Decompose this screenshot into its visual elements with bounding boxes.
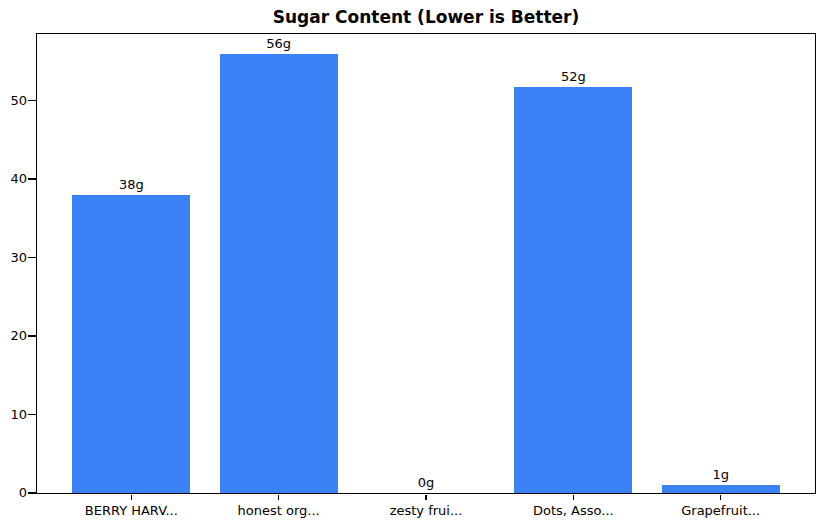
plot-area: 0102030405038gBERRY HARV...56ghonest org…: [36, 33, 816, 494]
y-tick-mark: [28, 335, 36, 337]
x-category-label: zesty frui...: [351, 503, 501, 518]
bar-value-label: 56g: [219, 36, 339, 51]
bar-value-label: 1g: [661, 467, 781, 482]
x-category-label: Grapefruit...: [646, 503, 796, 518]
y-tick-mark: [28, 178, 36, 180]
y-tick-mark: [28, 257, 36, 259]
x-category-label: BERRY HARV...: [56, 503, 206, 518]
y-tick-mark: [28, 100, 36, 102]
y-tick-mark: [28, 414, 36, 416]
bar-value-label: 38g: [71, 177, 191, 192]
bar-value-label: 0g: [366, 475, 486, 490]
bar: [514, 87, 632, 493]
bar: [662, 485, 780, 493]
y-tick-label: 0: [0, 485, 27, 501]
y-tick-label: 20: [0, 328, 27, 344]
y-tick-label: 50: [0, 93, 27, 109]
bar-chart-figure: Sugar Content (Lower is Better) 01020304…: [0, 0, 822, 528]
y-tick-label: 40: [0, 171, 27, 187]
x-tick-mark: [131, 495, 133, 501]
y-tick-label: 30: [0, 250, 27, 266]
x-category-label: Dots, Asso...: [498, 503, 648, 518]
chart-title: Sugar Content (Lower is Better): [36, 7, 816, 28]
bar-value-label: 52g: [513, 69, 633, 84]
x-tick-mark: [573, 495, 575, 501]
x-tick-mark: [720, 495, 722, 501]
y-tick-mark: [28, 492, 36, 494]
bar: [72, 195, 190, 493]
x-tick-mark: [278, 495, 280, 501]
x-category-label: honest org...: [204, 503, 354, 518]
x-tick-mark: [425, 495, 427, 501]
bar: [220, 54, 338, 493]
y-tick-label: 10: [0, 407, 27, 423]
